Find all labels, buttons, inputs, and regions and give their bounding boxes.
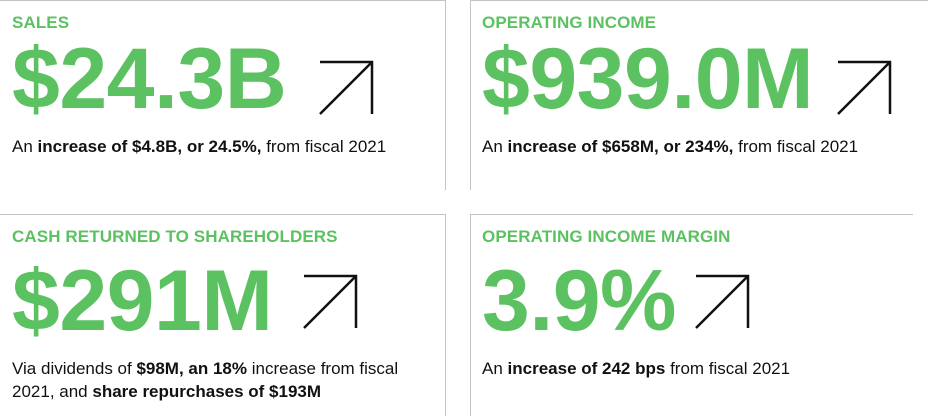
divider: [0, 214, 446, 215]
divider: [470, 0, 471, 190]
operating-income-label: OPERATING INCOME: [482, 13, 657, 32]
operating-margin-card: OPERATING INCOME MARGIN 3.9% An increase…: [470, 214, 913, 416]
desc-text: An: [482, 137, 508, 156]
operating-income-value: $939.0M: [482, 31, 814, 127]
sales-value: $24.3B: [12, 31, 287, 127]
sales-description: An increase of $4.8B, or 24.5%, from fis…: [12, 135, 412, 158]
cash-returned-value: $291M: [12, 253, 273, 349]
desc-highlight: increase of $658M, or 234%,: [507, 137, 734, 156]
operating-margin-value: 3.9%: [482, 253, 677, 349]
desc-highlight: increase of $4.8B, or 24.5%,: [37, 137, 262, 156]
arrow-up-right-icon: [695, 274, 750, 329]
divider: [470, 214, 471, 416]
desc-text: increase from fiscal 2021, and: [12, 359, 399, 401]
divider: [445, 0, 446, 190]
arrow-up-right-icon: [319, 60, 374, 115]
sales-card: SALES $24.3B An increase of $4.8B, or 24…: [0, 0, 446, 190]
cash-returned-card: CASH RETURNED TO SHAREHOLDERS $291M Via …: [0, 214, 446, 416]
divider: [470, 214, 913, 215]
cash-returned-description: Via dividends of $98M, an 18% increase f…: [12, 357, 432, 403]
desc-text: An: [12, 137, 38, 156]
desc-text: from fiscal 2021: [665, 359, 791, 378]
operating-income-card: OPERATING INCOME $939.0M An increase of …: [470, 0, 928, 190]
desc-highlight: $98M, an 18%: [136, 359, 247, 378]
operating-margin-description: An increase of 242 bps from fiscal 2021: [482, 357, 902, 380]
sales-label: SALES: [12, 13, 70, 32]
operating-income-description: An increase of $658M, or 234%, from fisc…: [482, 135, 922, 158]
desc-text: from fiscal 2021: [261, 137, 387, 156]
divider: [445, 214, 446, 416]
arrow-up-right-icon: [303, 274, 358, 329]
operating-margin-label: OPERATING INCOME MARGIN: [482, 227, 731, 246]
divider: [470, 0, 928, 1]
cash-returned-label: CASH RETURNED TO SHAREHOLDERS: [12, 227, 338, 246]
arrow-up-right-icon: [837, 60, 892, 115]
desc-text: from fiscal 2021: [733, 137, 859, 156]
desc-text: Via dividends of: [12, 359, 137, 378]
desc-highlight: share repurchases of $193M: [92, 382, 322, 401]
desc-text: An: [482, 359, 508, 378]
divider: [0, 0, 446, 1]
desc-highlight: increase of 242 bps: [507, 359, 666, 378]
